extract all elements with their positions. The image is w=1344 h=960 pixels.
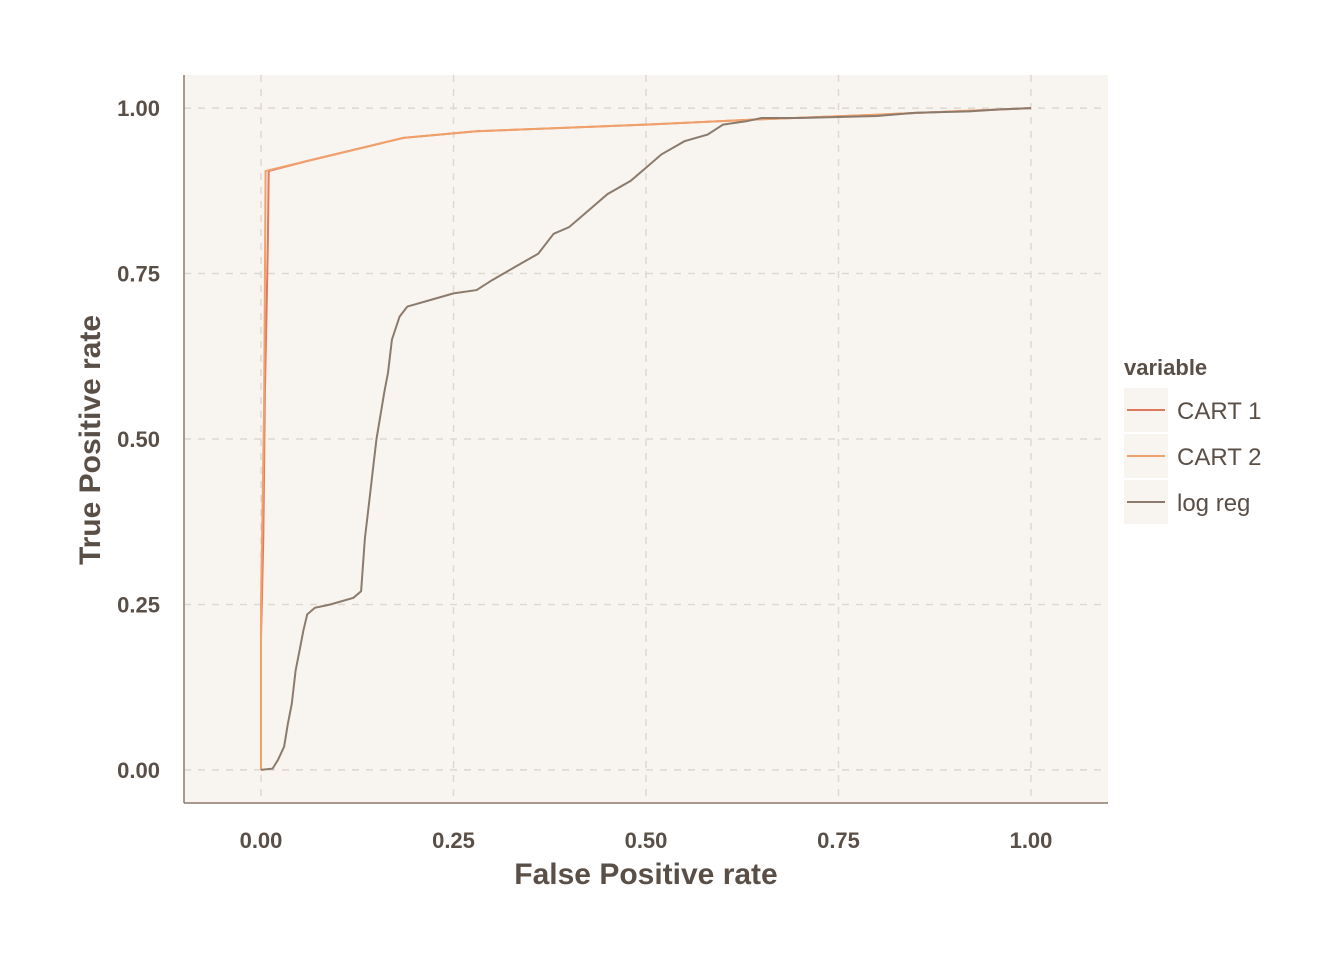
series-lines [260,107,1032,771]
y-tick-label: 0.50 [117,427,160,452]
y-tick-labels: 0.00 0.25 0.50 0.75 1.00 [117,96,160,783]
x-tick-label: 1.00 [1010,828,1053,853]
y-axis-title: True Positive rate [74,315,107,565]
legend-label: log reg [1177,490,1250,517]
legend-items: CART 1 CART 2 log reg [1124,388,1261,524]
x-tick-label: 0.50 [625,828,668,853]
legend-label: CART 2 [1177,444,1261,471]
x-tick-labels: 0.00 0.25 0.50 0.75 1.00 [240,828,1053,853]
legend: variable CART 1 CART 2 log reg [1124,355,1261,524]
grid [184,75,1108,803]
x-tick-label: 0.25 [432,828,475,853]
x-axis-title: False Positive rate [514,858,777,891]
x-tick-label: 0.75 [817,828,860,853]
y-tick-label: 0.75 [117,262,160,287]
y-tick-label: 1.00 [117,96,160,121]
y-tick-label: 0.00 [117,758,160,783]
y-tick-label: 0.25 [117,592,160,617]
x-tick-label: 0.00 [240,828,283,853]
legend-label: CART 1 [1177,398,1261,425]
series-line-log-reg [260,107,1032,771]
legend-title: variable [1124,355,1207,380]
